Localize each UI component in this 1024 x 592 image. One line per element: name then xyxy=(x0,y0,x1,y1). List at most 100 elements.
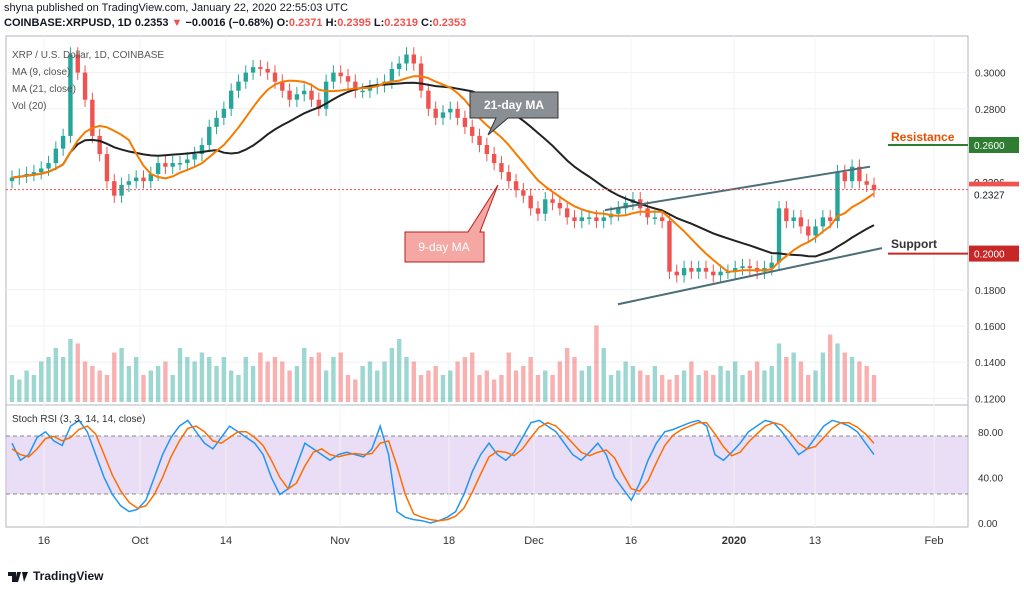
candle-body xyxy=(455,108,460,118)
down-arrow-icon: ▼ xyxy=(171,17,183,29)
candle-body xyxy=(652,217,658,219)
volume-bar xyxy=(90,366,95,402)
rsi-tick: 80.00 xyxy=(978,428,1003,439)
candle-body xyxy=(316,99,322,109)
ma21-legend[interactable]: MA (21, close) xyxy=(12,84,76,95)
candle-body xyxy=(784,208,789,221)
ma21-line xyxy=(11,81,875,258)
volume-bar xyxy=(667,379,672,402)
volume-bar xyxy=(754,361,760,402)
volume-bar xyxy=(470,352,475,402)
low-price-text: 0.2327 xyxy=(974,190,1005,201)
stoch-rsi-legend[interactable]: Stoch RSI (3, 3, 14, 14, close) xyxy=(12,414,146,425)
volume-bar xyxy=(864,366,869,402)
volume-bar xyxy=(46,357,51,402)
volume-bar xyxy=(813,370,818,402)
resistance-price-text: 0.2600 xyxy=(974,141,1005,152)
volume-bar xyxy=(440,375,446,402)
candle-body xyxy=(31,172,37,174)
volume-bar xyxy=(477,375,482,402)
volume-bar xyxy=(564,348,570,402)
volume-bar xyxy=(207,357,212,402)
volume-bar xyxy=(148,370,153,402)
volume-bar xyxy=(849,357,855,402)
candle-body xyxy=(616,208,621,214)
published-line: shyna published on TradingView.com, Janu… xyxy=(4,2,349,14)
volume-bar xyxy=(177,348,183,402)
candle-body xyxy=(163,163,168,167)
volume-bar xyxy=(630,366,636,402)
support-label: Support xyxy=(891,237,937,251)
candle-body xyxy=(535,208,541,214)
volume-bar xyxy=(674,375,679,402)
ma9-legend[interactable]: MA (9, close) xyxy=(12,67,71,78)
low-price-badge xyxy=(969,186,1019,203)
volume-bar xyxy=(521,366,526,402)
candle-body xyxy=(499,163,504,173)
candle-body xyxy=(462,117,468,127)
candle-body xyxy=(703,268,709,272)
resistance-price-badge xyxy=(969,136,1019,153)
volume-bar xyxy=(75,343,80,402)
volume-bar xyxy=(689,361,694,402)
price-tick: 0.1600 xyxy=(975,322,1006,333)
candle-body xyxy=(689,268,694,272)
candle-body xyxy=(411,54,416,64)
candle-body xyxy=(791,217,796,221)
candle-body xyxy=(9,177,15,182)
candle-body xyxy=(90,99,95,136)
close-value: 0.2353 xyxy=(432,17,467,29)
volume-bar xyxy=(835,343,840,402)
candle-body xyxy=(68,54,73,136)
tradingview-logo[interactable]: TradingView xyxy=(8,569,103,583)
candle-body xyxy=(353,81,358,91)
candle-body xyxy=(396,63,402,69)
volume-bar xyxy=(382,361,387,402)
time-tick: Dec xyxy=(524,535,544,547)
volume-legend[interactable]: Vol (20) xyxy=(12,101,47,112)
time-tick: 14 xyxy=(220,535,232,547)
volume-bar xyxy=(491,379,497,402)
volume-bar xyxy=(499,375,504,402)
volume-bar xyxy=(133,357,139,402)
support-price-badge xyxy=(969,245,1019,262)
volume-bar xyxy=(243,357,248,402)
volume-bar xyxy=(155,366,161,402)
open-label: O: xyxy=(276,17,289,29)
volume-bar xyxy=(170,375,175,402)
volume-bar xyxy=(638,370,643,402)
volume-bar xyxy=(696,375,701,402)
volume-bar xyxy=(97,370,102,402)
rsi-tick: 40.00 xyxy=(978,473,1003,484)
level-lines xyxy=(6,143,968,255)
candle-body xyxy=(141,177,146,182)
volume-bar xyxy=(681,370,687,402)
change: −0.0016 (−0.68%) xyxy=(185,17,274,29)
resistance-label: Resistance xyxy=(891,130,955,144)
channel-lines xyxy=(604,165,883,306)
time-tick: 2020 xyxy=(722,535,746,547)
ma21-callout-text: 21-day MA xyxy=(484,98,544,112)
candle-body xyxy=(155,163,161,174)
candle-body xyxy=(513,181,519,191)
volume-bar xyxy=(287,370,292,402)
candle-body xyxy=(126,181,132,185)
volume-bar xyxy=(221,357,227,402)
candle-body xyxy=(199,144,205,155)
volume-bar xyxy=(842,352,847,402)
brand-text: TradingView xyxy=(33,569,104,583)
candle-body xyxy=(360,90,365,93)
candle-body xyxy=(718,271,723,276)
volume-bar xyxy=(185,357,190,402)
candle-body xyxy=(345,76,351,82)
candle-body xyxy=(426,90,431,109)
volume-bar xyxy=(513,370,519,402)
rsi-tick: 0.00 xyxy=(978,519,998,530)
candle-body xyxy=(331,72,336,82)
price-tick: 0.1400 xyxy=(975,358,1006,369)
candle-body xyxy=(53,148,59,164)
volume-bar xyxy=(557,361,563,402)
candle-body xyxy=(857,166,862,182)
